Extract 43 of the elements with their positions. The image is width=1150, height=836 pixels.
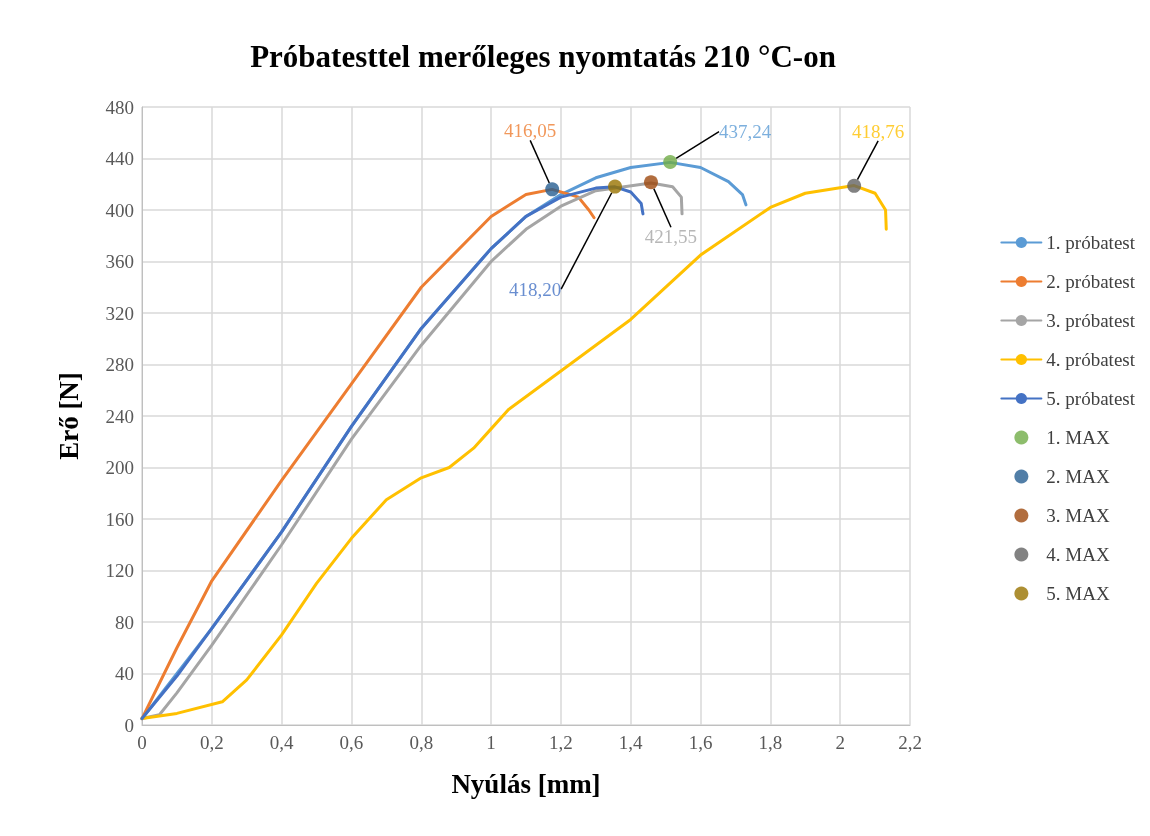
legend-label: 4. próbatest <box>1046 349 1136 370</box>
y-tick-label: 360 <box>105 251 134 272</box>
x-tick-label: 2 <box>835 732 845 753</box>
chart-title: Próbatesttel merőleges nyomtatás 210 °C-on <box>250 39 836 74</box>
legend-label: 5. próbatest <box>1046 388 1136 409</box>
x-tick-label: 0,8 <box>409 732 434 753</box>
data-label: 437,24 <box>719 121 772 143</box>
x-tick-label: 1 <box>486 732 496 753</box>
legend-label: 3. próbatest <box>1046 310 1136 331</box>
x-tick-label: 1,4 <box>618 732 644 753</box>
y-tick-label: 240 <box>105 405 134 427</box>
y-tick-label: 320 <box>105 302 134 324</box>
y-tick-label: 40 <box>115 663 134 684</box>
x-tick-label: 0,4 <box>269 732 295 753</box>
y-tick-label: 120 <box>105 560 134 581</box>
y-tick-label: 200 <box>105 457 134 478</box>
legend-label: 4. MAX <box>1046 544 1110 565</box>
y-tick-label: 440 <box>105 148 134 169</box>
x-axis-title: Nyúlás [mm] <box>451 768 601 799</box>
data-label: 418,76 <box>852 120 905 142</box>
y-tick-label: 80 <box>115 611 134 633</box>
data-label: 421,55 <box>644 226 698 248</box>
x-tick-label: 0,2 <box>199 732 224 753</box>
legend-label: 5. MAX <box>1046 583 1110 604</box>
x-tick-label: 0 <box>137 732 147 753</box>
x-tick-label: 1,8 <box>758 732 783 753</box>
legend-label: 1. próbatest <box>1046 232 1136 253</box>
legend-label: 2. próbatest <box>1046 271 1136 292</box>
y-tick-label: 0 <box>124 714 134 736</box>
data-label: 418,20 <box>508 278 562 300</box>
y-tick-label: 280 <box>105 354 134 375</box>
legend-label: 3. MAX <box>1046 505 1110 526</box>
x-tick-label: 1,2 <box>549 732 573 753</box>
y-tick-label: 400 <box>105 199 134 221</box>
legend-label: 1. MAX <box>1046 427 1110 448</box>
x-tick-label: 2,2 <box>898 732 922 753</box>
y-axis-title: Erő [N] <box>53 372 84 460</box>
legend-label: 2. MAX <box>1046 466 1110 487</box>
x-tick-label: 0,6 <box>339 732 364 753</box>
data-label: 416,05 <box>504 120 557 142</box>
x-tick-label: 1,6 <box>688 732 713 753</box>
y-tick-label: 160 <box>105 508 134 530</box>
y-tick-label: 480 <box>105 96 134 118</box>
